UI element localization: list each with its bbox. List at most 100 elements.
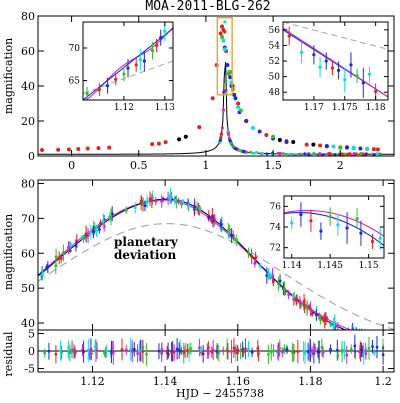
- data-point-blue: [232, 92, 237, 97]
- y-tick-label: 20: [21, 115, 35, 128]
- data-point-red: [219, 132, 223, 136]
- data-point-green: [226, 71, 231, 76]
- residual-point-magenta: [198, 346, 201, 350]
- data-point-red: [150, 142, 155, 147]
- y-tick-label: 50: [21, 282, 35, 295]
- residual-point-magenta: [321, 351, 325, 355]
- data-point-magenta: [308, 307, 312, 311]
- x-tick-label: 1.13: [155, 103, 175, 113]
- residual-point-magenta: [89, 349, 93, 352]
- data-point-blue: [349, 63, 353, 67]
- data-point-blue: [45, 265, 49, 269]
- data-point-red: [370, 239, 375, 244]
- data-point-cyan: [145, 200, 149, 204]
- data-point-cyan: [267, 272, 271, 276]
- data-point-blue: [97, 227, 101, 231]
- data-point-green: [54, 264, 58, 268]
- residual-point-magenta: [124, 348, 128, 352]
- x-tick-label: 0: [68, 159, 75, 172]
- data-point-green: [122, 72, 126, 76]
- data-point-red: [76, 147, 81, 151]
- data-point-green: [61, 251, 65, 255]
- x-tick-label: 1.18: [366, 103, 386, 113]
- data-point-blue: [336, 68, 341, 72]
- data-point-blue: [193, 205, 197, 209]
- data-point-green: [343, 152, 347, 156]
- residual-point-red: [186, 349, 190, 352]
- data-point-green: [328, 215, 332, 219]
- data-point-blue: [105, 84, 110, 88]
- data-point-green: [235, 238, 239, 242]
- residual-point-red: [236, 348, 240, 352]
- data-point-red: [85, 146, 90, 151]
- residual-point-red: [244, 347, 247, 351]
- data-point-green: [124, 208, 128, 212]
- data-point-red: [307, 305, 311, 309]
- data-point-green: [224, 79, 228, 83]
- data-point-cyan: [294, 153, 298, 156]
- plot-area-residual: [38, 334, 394, 366]
- data-point-black: [177, 137, 182, 142]
- residual-point-red: [296, 350, 300, 354]
- data-point-green: [378, 153, 382, 156]
- data-point-red: [295, 297, 299, 301]
- data-point-red: [264, 133, 269, 137]
- y-tick-label: 76: [270, 202, 282, 212]
- data-point-cyan: [269, 274, 273, 278]
- data-point-red: [220, 24, 225, 29]
- residual-point-cyan: [137, 349, 141, 353]
- data-point-blue: [324, 144, 329, 149]
- data-point-magenta: [226, 132, 231, 136]
- data-point-blue: [364, 152, 368, 156]
- data-point-red: [302, 299, 306, 303]
- data-point-red: [309, 219, 313, 223]
- x-tick-label: 1.17: [304, 103, 324, 113]
- data-point-green: [238, 108, 243, 113]
- data-point-green: [283, 287, 287, 291]
- chart-title: MOA-2011-BLG-262: [145, 0, 270, 14]
- data-point-cyan: [375, 152, 379, 156]
- panel-inset-right: 1.17 1.175 1.18 48 50 52 54 56: [269, 21, 389, 113]
- data-point-red: [371, 147, 376, 152]
- data-point-green: [180, 202, 184, 206]
- frame: [82, 21, 174, 101]
- data-point-cyan: [186, 203, 190, 207]
- residual-point-cyan: [362, 352, 366, 356]
- y-tick-label: 0: [28, 345, 35, 358]
- data-point-cyan: [41, 272, 45, 276]
- data-point-cyan: [287, 152, 291, 156]
- residual-point-blue: [47, 349, 51, 353]
- data-point-magenta: [66, 246, 70, 250]
- data-point-blue: [299, 213, 303, 217]
- residual-point-blue: [329, 347, 332, 351]
- y-tick-label: 52: [269, 57, 280, 67]
- data-point-cyan: [333, 321, 337, 325]
- residual-point-green: [278, 346, 282, 350]
- single-lens-curve: [38, 222, 394, 330]
- data-point-green: [239, 149, 243, 153]
- data-point-blue: [218, 138, 222, 142]
- data-point-red: [236, 101, 241, 106]
- data-point-blue: [319, 229, 323, 233]
- residual-point-cyan: [93, 345, 97, 349]
- residual-point-magenta: [130, 349, 134, 353]
- residual-point-blue: [375, 345, 379, 349]
- residual-point-green: [217, 351, 221, 355]
- data-point-cyan: [251, 151, 255, 155]
- data-point-magenta: [177, 199, 181, 203]
- data-point-red: [114, 77, 118, 81]
- residual-point-blue: [285, 348, 289, 352]
- x-tick-label: 1.15: [359, 261, 379, 271]
- model-curve-alt: [283, 27, 388, 98]
- data-point-cyan: [94, 229, 98, 233]
- data-point-blue: [228, 75, 233, 80]
- residual-point-red: [232, 346, 236, 350]
- data-point-red: [156, 141, 161, 146]
- data-point-cyan: [163, 29, 167, 33]
- data-point-cyan: [250, 126, 255, 130]
- data-point-blue: [242, 149, 246, 154]
- residual-point-magenta: [136, 351, 139, 355]
- y-tick-label: 50: [269, 73, 281, 83]
- residual-point-red: [210, 350, 214, 354]
- panel-inset-zoom: 1.14 1.145 1.15 72 74 76: [270, 195, 385, 271]
